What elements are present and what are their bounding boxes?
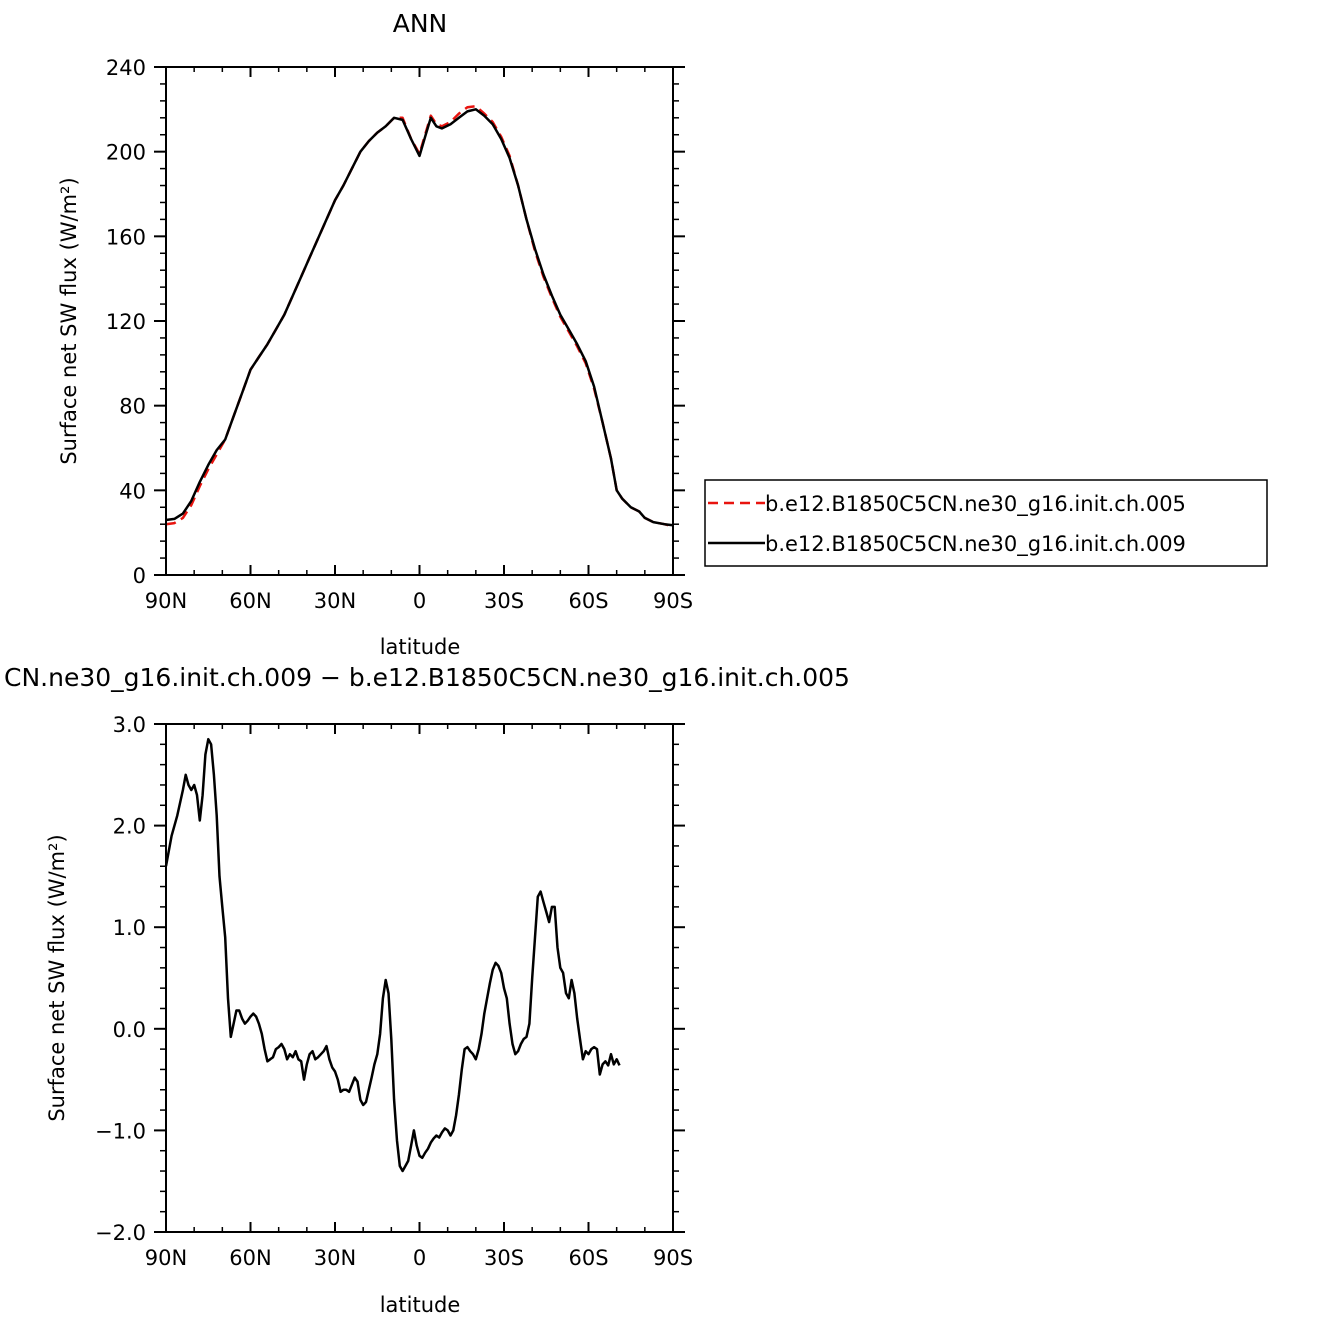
bottom-y-tick-label: 0.0 <box>113 1018 146 1042</box>
top-x-tick-label: 90N <box>145 589 187 613</box>
bottom-y-tick-label: 2.0 <box>113 815 146 839</box>
legend-box <box>704 479 1268 567</box>
top-panel-frame <box>165 66 674 576</box>
bottom-x-tick-label: 60N <box>229 1246 271 1270</box>
legend-label-series-1: b.e12.B1850C5CN.ne30_g16.init.ch.005 <box>765 492 1186 517</box>
top-y-tick-label: 240 <box>106 56 146 80</box>
top-y-tick-label: 120 <box>106 310 146 334</box>
bottom-panel-title: CN.ne30_g16.init.ch.009 − b.e12.B1850C5C… <box>4 663 850 692</box>
bottom-y-tick-label: −1.0 <box>95 1119 146 1143</box>
top-panel-x-axis-label: latitude <box>380 635 461 659</box>
top-y-tick-label: 40 <box>119 479 146 503</box>
top-y-tick-label: 80 <box>119 395 146 419</box>
top-x-tick-label: 90S <box>653 589 693 613</box>
top-series-line-2 <box>165 108 674 527</box>
top-y-tick-label: 200 <box>106 141 146 165</box>
top-panel: ANN 90N 60N 30N 0 30S 60S 90S 0 40 80 120 160 200 240… <box>57 9 693 659</box>
top-panel-y-axis-label: Surface net SW flux (W/m²) <box>57 177 81 464</box>
bottom-x-tick-label: 0 <box>413 1246 426 1270</box>
bottom-x-tick-label: 30N <box>314 1246 356 1270</box>
legend: b.e12.B1850C5CN.ne30_g16.init.ch.005 b.e… <box>704 479 1268 567</box>
top-x-tick-label: 60S <box>568 589 608 613</box>
bottom-panel: CN.ne30_g16.init.ch.009 − b.e12.B1850C5C… <box>4 663 850 1317</box>
top-y-tick-label: 160 <box>106 225 146 249</box>
top-x-tick-label: 30N <box>314 589 356 613</box>
bottom-x-tick-label: 90N <box>145 1246 187 1270</box>
top-y-tick-label: 0 <box>133 564 146 588</box>
bottom-x-tick-label: 60S <box>568 1246 608 1270</box>
legend-label-series-2: b.e12.B1850C5CN.ne30_g16.init.ch.009 <box>765 532 1186 557</box>
bottom-panel-y-axis-label: Surface net SW flux (W/m²) <box>45 834 69 1121</box>
bottom-x-tick-label: 90S <box>653 1246 693 1270</box>
bottom-x-tick-label: 30S <box>484 1246 524 1270</box>
top-x-tick-label: 0 <box>413 589 426 613</box>
top-panel-title: ANN <box>393 9 448 38</box>
bottom-y-tick-label: −2.0 <box>95 1221 146 1245</box>
bottom-panel-x-axis-label: latitude <box>380 1293 461 1317</box>
top-x-tick-label: 60N <box>229 589 271 613</box>
top-x-tick-label: 30S <box>484 589 524 613</box>
bottom-y-tick-label: 1.0 <box>113 916 146 940</box>
bottom-series-line-1 <box>164 737 621 1173</box>
bottom-y-tick-label: 3.0 <box>113 713 146 737</box>
top-series-line-1 <box>165 104 674 528</box>
